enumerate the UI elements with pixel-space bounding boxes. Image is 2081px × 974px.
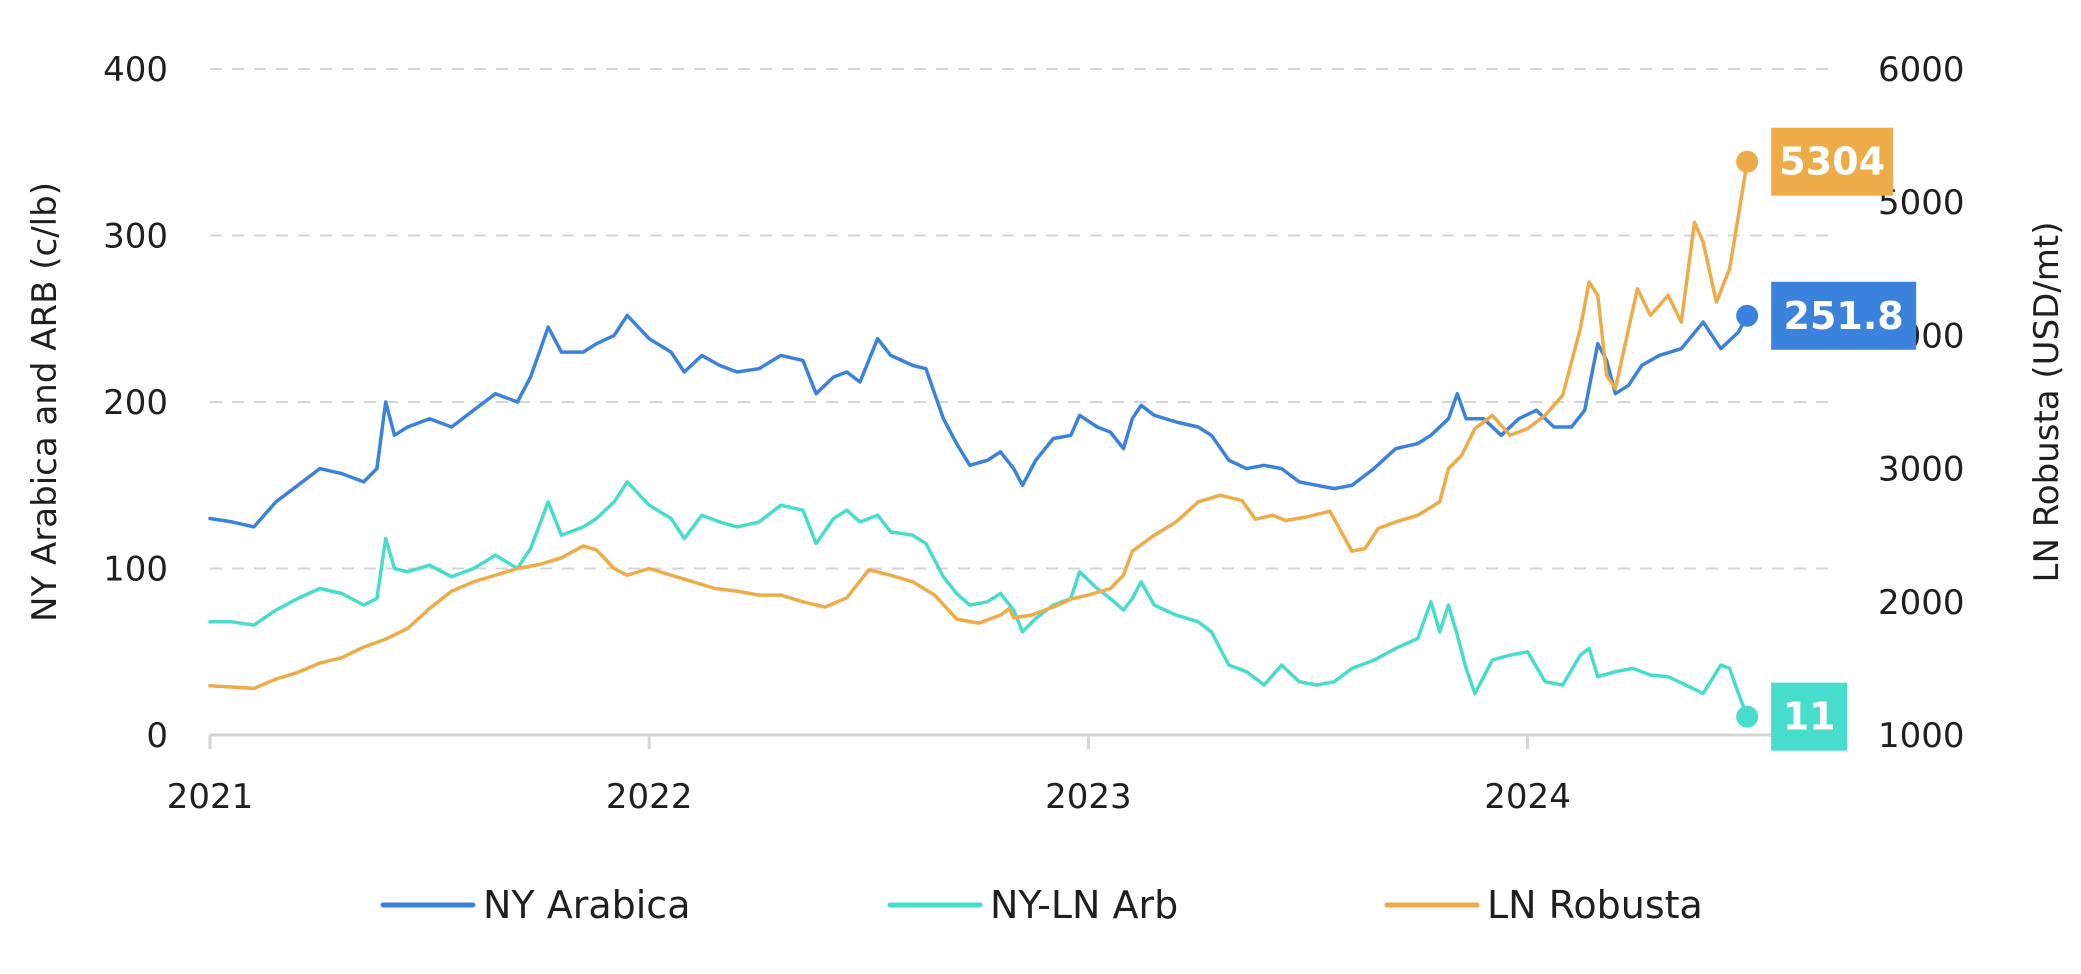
x-tick-label: 2023 — [1045, 777, 1132, 817]
right-tick-label: 2000 — [1878, 583, 1965, 623]
end-label: 11 — [1783, 695, 1836, 739]
legend-label: NY Arabica — [483, 883, 690, 927]
legend-label: NY-LN Arb — [990, 883, 1178, 927]
left-axis: 0 100 200 300 400 NY Arabica and ARB (c/lb) — [25, 50, 168, 756]
series-end-marker — [1736, 150, 1759, 173]
end-label-box — [1771, 281, 1917, 350]
series-line — [208, 159, 1749, 691]
right-axis-title: LN Robusta (USD/mt) — [2027, 222, 2067, 583]
end-label: 251.8 — [1784, 294, 1904, 338]
left-tick-label: 0 — [146, 716, 168, 756]
series-lines — [208, 150, 1759, 728]
gridlines — [210, 68, 1835, 570]
right-tick-label: 3000 — [1878, 450, 1965, 490]
legend-label: LN Robusta — [1487, 883, 1703, 927]
left-tick-label: 400 — [103, 50, 168, 90]
x-axis: 2021 2022 2023 2024 — [167, 733, 1835, 817]
series-end-marker — [1736, 304, 1759, 327]
left-tick-label: 300 — [103, 217, 168, 257]
series-line — [208, 313, 1749, 529]
x-tick-label: 2022 — [606, 777, 693, 817]
end-label: 5304 — [1779, 140, 1885, 184]
end-labels: 251.8 11 5304 — [1771, 127, 1917, 751]
left-tick-label: 100 — [103, 550, 168, 590]
left-tick-label: 200 — [103, 383, 168, 423]
x-tick-label: 2021 — [167, 777, 254, 817]
legend: NY Arabica NY-LN Arb LN Robusta — [380, 883, 1703, 927]
series-end-marker — [1736, 705, 1759, 728]
end-label-box — [1771, 127, 1894, 196]
end-label-box — [1771, 682, 1848, 751]
left-axis-title: NY Arabica and ARB (c/lb) — [25, 182, 65, 622]
x-tick-label: 2024 — [1484, 777, 1571, 817]
right-tick-label: 6000 — [1878, 50, 1965, 90]
series-line — [208, 480, 1749, 719]
right-tick-label: 1000 — [1878, 716, 1965, 756]
